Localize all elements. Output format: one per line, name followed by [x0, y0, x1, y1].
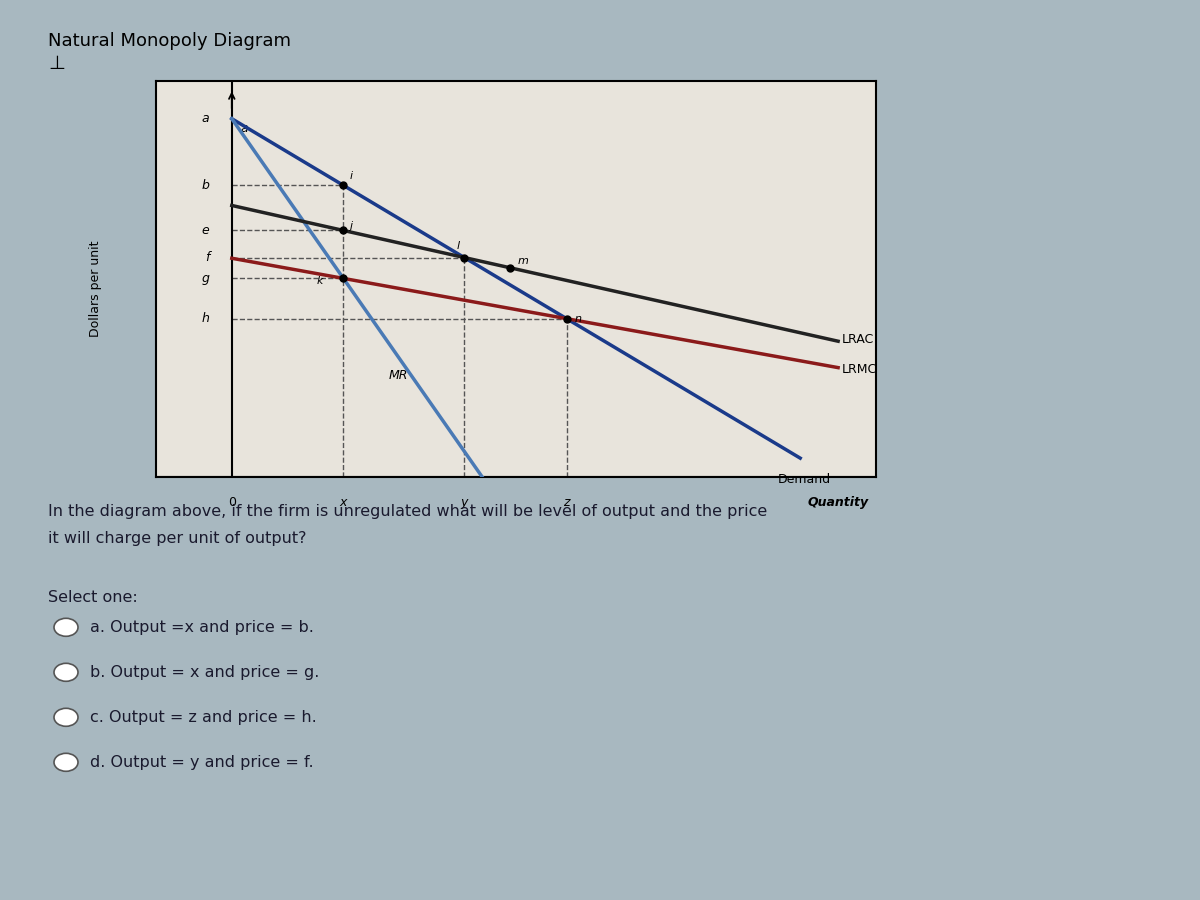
Point: [455, 250, 474, 265]
Text: LRMC: LRMC: [842, 363, 877, 376]
Point: [334, 178, 353, 193]
Text: MR: MR: [389, 369, 408, 382]
Text: j: j: [349, 220, 353, 230]
Point: [334, 223, 353, 238]
Point: [334, 271, 353, 285]
Point: [557, 311, 576, 326]
Text: a: a: [202, 112, 209, 125]
Text: f: f: [205, 251, 209, 264]
Text: e: e: [202, 224, 209, 237]
Text: a. Output =x and price = b.: a. Output =x and price = b.: [90, 620, 314, 634]
Text: x: x: [340, 496, 347, 508]
Text: Demand: Demand: [778, 473, 830, 486]
Text: g: g: [202, 272, 209, 285]
Text: i: i: [349, 171, 353, 181]
Point: [500, 260, 520, 274]
Text: Dollars per unit: Dollars per unit: [89, 240, 102, 337]
Text: a: a: [241, 122, 248, 136]
Text: Quantity: Quantity: [808, 496, 869, 508]
Text: n: n: [574, 314, 581, 324]
Text: b: b: [202, 179, 209, 192]
Text: b. Output = x and price = g.: b. Output = x and price = g.: [90, 665, 319, 680]
Text: m: m: [517, 256, 528, 266]
Text: it will charge per unit of output?: it will charge per unit of output?: [48, 531, 306, 546]
Text: Natural Monopoly Diagram: Natural Monopoly Diagram: [48, 32, 292, 50]
Text: c. Output = z and price = h.: c. Output = z and price = h.: [90, 710, 317, 724]
Text: k: k: [317, 276, 323, 286]
Text: z: z: [563, 496, 570, 508]
Text: y: y: [461, 496, 468, 508]
Text: LRAC: LRAC: [842, 333, 874, 346]
Text: 0: 0: [228, 496, 235, 508]
Text: In the diagram above, if the firm is unregulated what will be level of output an: In the diagram above, if the firm is unr…: [48, 504, 767, 519]
Text: h: h: [202, 312, 209, 325]
Text: Select one:: Select one:: [48, 590, 138, 605]
Text: l: l: [457, 241, 460, 251]
Text: ⊥: ⊥: [48, 54, 65, 73]
Text: d. Output = y and price = f.: d. Output = y and price = f.: [90, 755, 313, 770]
